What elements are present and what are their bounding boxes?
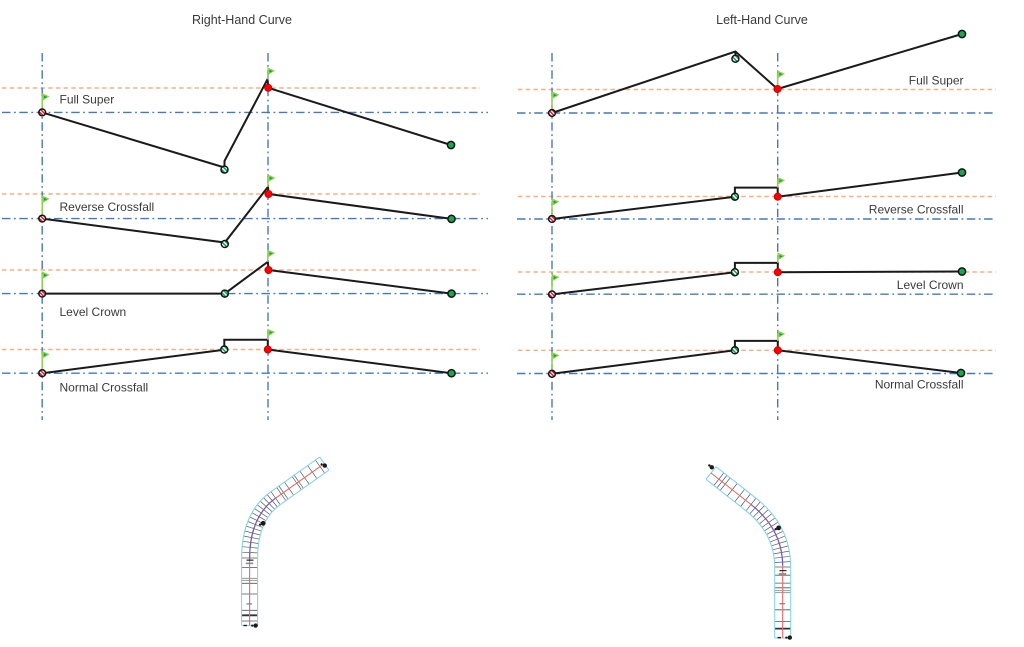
svg-text:Left-Hand Curve: Left-Hand Curve (716, 13, 808, 27)
svg-text:Reverse Crossfall: Reverse Crossfall (60, 200, 155, 214)
svg-text:Full Super: Full Super (60, 92, 115, 106)
svg-text:Level Crown: Level Crown (60, 305, 127, 319)
svg-text:Reverse Crossfall: Reverse Crossfall (869, 203, 964, 217)
svg-text:Level Crown: Level Crown (897, 278, 964, 292)
svg-text:Normal Crossfall: Normal Crossfall (875, 377, 964, 391)
svg-text:Full Super: Full Super (909, 73, 964, 87)
svg-text:Normal Crossfall: Normal Crossfall (60, 380, 149, 394)
svg-text:Right-Hand Curve: Right-Hand Curve (192, 13, 292, 27)
